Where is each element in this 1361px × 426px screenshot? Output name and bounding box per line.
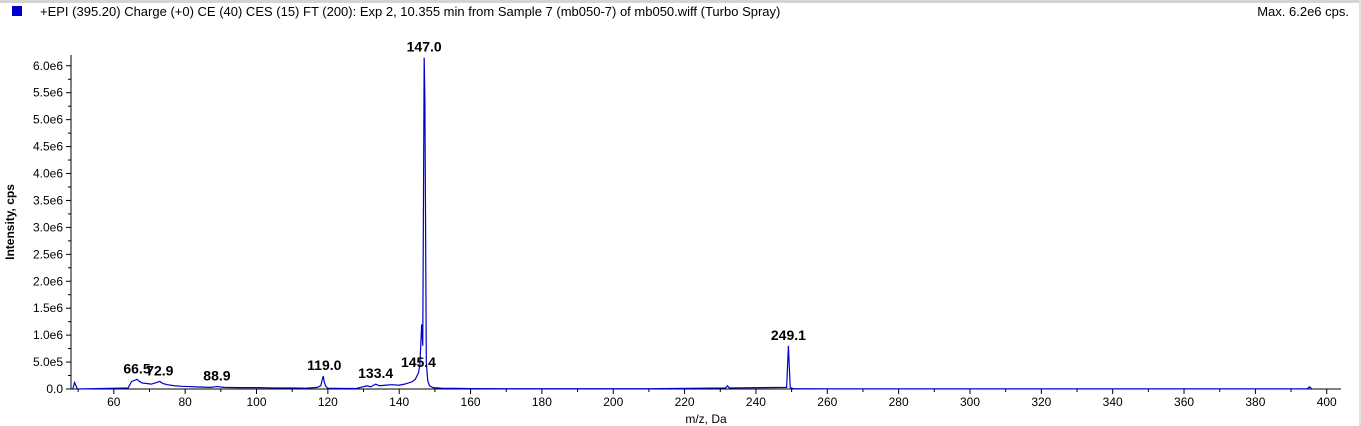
x-tick-label: 100 bbox=[246, 395, 266, 409]
series-legend-swatch[interactable] bbox=[12, 6, 22, 16]
peak-label: 249.1 bbox=[771, 327, 806, 343]
peak-label: 119.0 bbox=[307, 357, 341, 373]
x-tick-label: 380 bbox=[1245, 395, 1265, 409]
x-tick-label: 140 bbox=[389, 395, 409, 409]
x-tick-label: 240 bbox=[746, 395, 766, 409]
peak-label: 133.4 bbox=[358, 365, 393, 381]
peak-label: 72.9 bbox=[146, 362, 173, 378]
y-tick-label: 3.0e6 bbox=[33, 220, 63, 234]
x-tick-label: 80 bbox=[178, 395, 192, 409]
y-tick-label: 1.0e6 bbox=[33, 328, 63, 342]
x-tick-label: 280 bbox=[889, 395, 909, 409]
x-tick-label: 180 bbox=[532, 395, 552, 409]
y-tick-label: 4.0e6 bbox=[33, 167, 63, 181]
y-tick-label: 4.5e6 bbox=[33, 140, 63, 154]
x-tick-label: 340 bbox=[1103, 395, 1123, 409]
y-tick-label: 2.0e6 bbox=[33, 274, 63, 288]
y-tick-label: 2.5e6 bbox=[33, 247, 63, 261]
peak-label: 145.4 bbox=[401, 354, 436, 370]
y-tick-label: 0.0 bbox=[46, 382, 63, 396]
x-tick-label: 60 bbox=[107, 395, 121, 409]
window-right-border bbox=[1359, 0, 1361, 426]
x-tick-label: 300 bbox=[960, 395, 980, 409]
spectrum-trace bbox=[72, 57, 1313, 390]
max-intensity-label: Max. 6.2e6 cps. bbox=[1257, 4, 1349, 19]
y-tick-label: 5.0e5 bbox=[33, 355, 63, 369]
peak-label: 88.9 bbox=[203, 368, 230, 384]
y-tick-label: 1.5e6 bbox=[33, 301, 63, 315]
x-tick-label: 200 bbox=[603, 395, 623, 409]
spectrum-title: +EPI (395.20) Charge (+0) CE (40) CES (1… bbox=[40, 4, 781, 19]
peak-label: 66.5 bbox=[123, 360, 150, 376]
x-tick-label: 120 bbox=[318, 395, 338, 409]
x-tick-label: 400 bbox=[1317, 395, 1337, 409]
peak-label: 147.0 bbox=[407, 39, 442, 55]
y-tick-label: 5.5e6 bbox=[33, 86, 63, 100]
x-tick-label: 360 bbox=[1174, 395, 1194, 409]
x-tick-label: 220 bbox=[675, 395, 695, 409]
y-axis-title: Intensity, cps bbox=[3, 184, 17, 260]
x-tick-label: 320 bbox=[1031, 395, 1051, 409]
window-top-border bbox=[0, 0, 1361, 3]
x-tick-label: 160 bbox=[461, 395, 481, 409]
y-tick-label: 5.0e6 bbox=[33, 113, 63, 127]
x-axis-title: m/z, Da bbox=[685, 412, 727, 426]
x-tick-label: 260 bbox=[817, 395, 837, 409]
y-tick-label: 3.5e6 bbox=[33, 193, 63, 207]
y-tick-label: 6.0e6 bbox=[33, 59, 63, 73]
